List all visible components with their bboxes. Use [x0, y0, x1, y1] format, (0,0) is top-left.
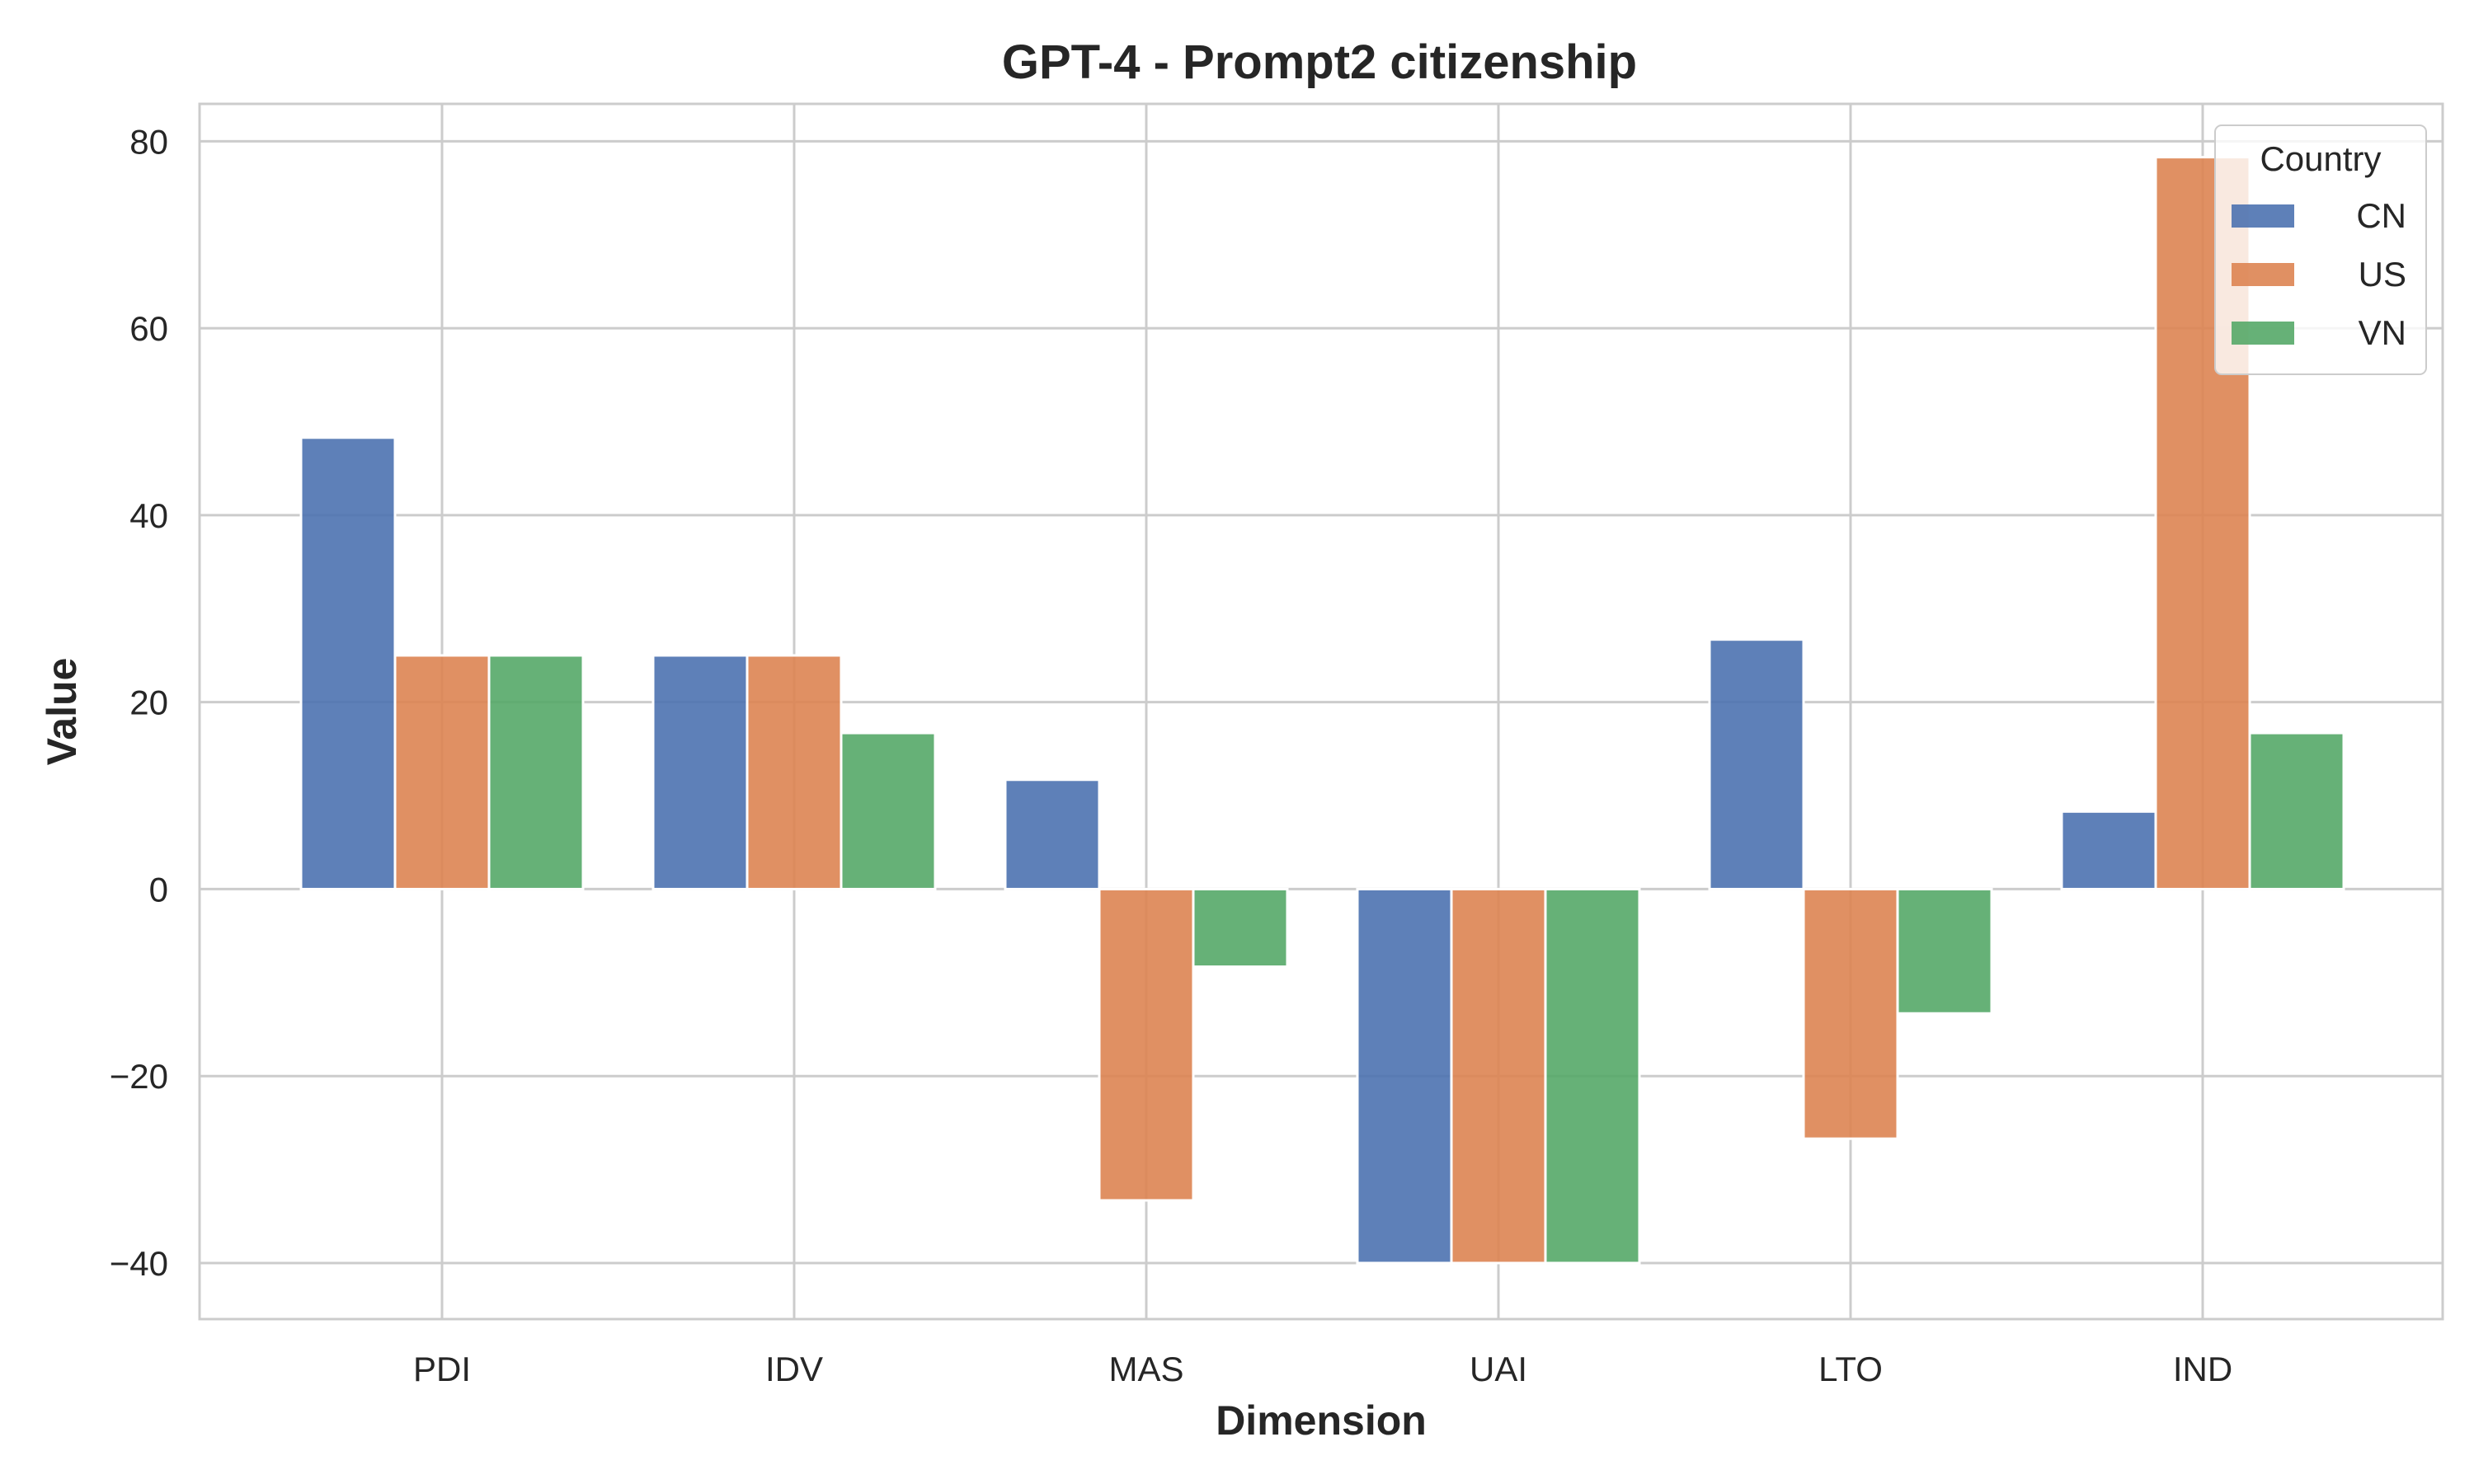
bar-CN-LTO: [1708, 638, 1805, 890]
x-tick-label: PDI: [413, 1350, 471, 1388]
x-tick-label: MAS: [1108, 1350, 1183, 1388]
bar-CN-IDV: [651, 654, 749, 890]
x-axis-label: Dimension: [1216, 1397, 1427, 1444]
bar-VN-PDI: [487, 654, 585, 890]
bar-CN-IND: [2060, 810, 2157, 890]
bar-US-LTO: [1802, 887, 1899, 1140]
bar-VN-IND: [2248, 731, 2345, 890]
x-tick-label: UAI: [1470, 1350, 1527, 1388]
legend-swatch-CN: [2232, 204, 2294, 228]
y-axis-label: Value: [39, 658, 85, 766]
bar-US-PDI: [393, 654, 491, 890]
y-tick-label: 60: [129, 309, 168, 348]
plot-area-frame: [198, 102, 2444, 1321]
bar-VN-IDV: [840, 731, 937, 890]
y-tick-label: 20: [129, 683, 168, 722]
bar-CN-PDI: [299, 436, 397, 890]
legend-box: [2214, 124, 2427, 375]
bar-US-IDV: [745, 654, 843, 890]
legend-swatch-US: [2232, 263, 2294, 286]
x-axis-ticks: PDI IDV MAS UAI LTO IND: [413, 1350, 2232, 1388]
y-tick-label: 40: [129, 496, 168, 535]
bars-group: [299, 156, 2345, 1265]
bar-CN-UAI: [1356, 887, 1453, 1265]
legend-label-VN: VN: [2359, 313, 2406, 352]
legend-label-CN: CN: [2356, 196, 2406, 235]
bar-VN-LTO: [1896, 887, 1993, 1015]
y-tick-label: −40: [110, 1244, 168, 1283]
y-tick-label: −20: [110, 1057, 168, 1096]
legend-title: Country: [2260, 139, 2381, 178]
y-tick-label: 0: [149, 870, 168, 909]
chart-title: GPT-4 - Prompt2 citizenship: [1002, 35, 1637, 89]
legend-label-US: US: [2359, 255, 2406, 294]
bar-US-MAS: [1098, 887, 1195, 1202]
bar-US-UAI: [1450, 887, 1547, 1265]
y-axis-ticks: 80 60 40 20 0 −20 −40: [110, 122, 168, 1283]
bar-CN-MAS: [1004, 778, 1101, 890]
x-tick-label: LTO: [1818, 1350, 1883, 1388]
legend-swatch-VN: [2232, 322, 2294, 345]
legend: Country CN US VN: [2214, 124, 2427, 375]
y-tick-label: 80: [129, 122, 168, 161]
x-tick-label: IDV: [765, 1350, 823, 1388]
x-tick-label: IND: [2173, 1350, 2232, 1388]
bar-VN-MAS: [1192, 887, 1289, 969]
bar-VN-UAI: [1544, 887, 1641, 1265]
